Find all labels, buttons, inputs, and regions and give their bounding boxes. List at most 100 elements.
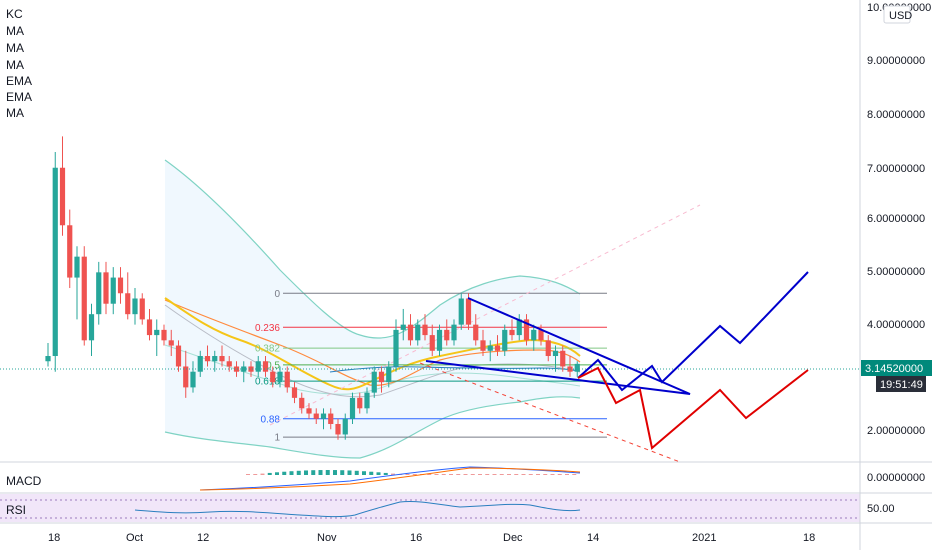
candle-body[interactable]: [400, 324, 406, 330]
candle-body[interactable]: [146, 319, 153, 336]
candle-body[interactable]: [233, 366, 240, 372]
candle-body[interactable]: [509, 329, 515, 336]
candle-body[interactable]: [429, 335, 435, 351]
candle-body[interactable]: [175, 345, 182, 367]
time-tick-2021: 2021: [692, 532, 716, 544]
candle-body[interactable]: [212, 356, 218, 362]
candle-body[interactable]: [320, 413, 327, 419]
candle-body[interactable]: [516, 319, 522, 336]
time-axis[interactable]: 18 Oct 12 Nov 16 Dec 14 2021 18: [48, 532, 815, 544]
candle-body[interactable]: [523, 319, 530, 341]
candle-body[interactable]: [502, 329, 508, 351]
candle-body[interactable]: [328, 413, 334, 425]
candle-body[interactable]: [494, 345, 501, 351]
indicator-label-ma-2[interactable]: MA: [6, 41, 24, 55]
candle-body[interactable]: [197, 356, 203, 372]
candle-body[interactable]: [132, 298, 138, 315]
indicator-label-ma-4[interactable]: MA: [6, 106, 24, 120]
fib-level-label: 1: [274, 433, 280, 444]
trend-ray-upper[interactable]: [269, 204, 701, 426]
channel-upper-line: [164, 159, 581, 339]
candle-body[interactable]: [487, 345, 493, 351]
candle-body[interactable]: [415, 324, 421, 341]
candle-body[interactable]: [139, 298, 145, 320]
candle-body[interactable]: [560, 350, 566, 367]
candle-body[interactable]: [154, 329, 160, 336]
indicator-label-ma-3[interactable]: MA: [6, 58, 24, 72]
candles[interactable]: [45, 136, 580, 440]
candle-body[interactable]: [284, 371, 290, 388]
candle-body[interactable]: [473, 324, 479, 341]
indicator-label-ema-1[interactable]: EMA: [6, 74, 32, 88]
fib-retracement[interactable]: 0 0.236 0.382 0.5 0.618 0.88 1: [255, 289, 607, 444]
indicator-legend[interactable]: KC MA MA MA EMA EMA MA: [6, 7, 32, 120]
candle-body[interactable]: [204, 356, 211, 362]
candle-body[interactable]: [371, 371, 377, 393]
candle-body[interactable]: [183, 366, 189, 388]
candle-body[interactable]: [125, 293, 131, 315]
indicator-label-kc[interactable]: KC: [6, 7, 23, 21]
candle-body[interactable]: [335, 424, 341, 435]
candle-body[interactable]: [226, 361, 232, 367]
candle-body[interactable]: [364, 392, 370, 409]
candle-body[interactable]: [531, 329, 537, 341]
candle-body[interactable]: [168, 340, 174, 346]
candle-body[interactable]: [219, 356, 225, 362]
candle-body[interactable]: [545, 340, 551, 357]
candle-body[interactable]: [255, 361, 261, 372]
candle-body[interactable]: [161, 329, 167, 341]
macd-bar: [449, 474, 453, 475]
candle-body[interactable]: [81, 256, 87, 341]
candle-body[interactable]: [357, 397, 363, 409]
candle-body[interactable]: [444, 329, 450, 341]
candle-body[interactable]: [190, 371, 196, 388]
candle-body[interactable]: [270, 371, 276, 383]
candle-body[interactable]: [342, 418, 348, 435]
red-projection-path[interactable]: [577, 366, 809, 450]
candle-body[interactable]: [574, 363, 580, 372]
candle-body[interactable]: [552, 350, 559, 357]
candle-body[interactable]: [117, 277, 124, 294]
currency-button[interactable]: [883, 5, 911, 24]
candle-body[interactable]: [88, 314, 95, 341]
candle-body[interactable]: [103, 272, 109, 304]
indicator-label-ma-1[interactable]: MA: [6, 24, 24, 38]
candle-body[interactable]: [74, 256, 80, 278]
macd-axis-tick: 0.00000000: [867, 472, 925, 484]
channel-fill: [165, 160, 580, 458]
candle-body[interactable]: [67, 225, 73, 278]
candle-body[interactable]: [480, 340, 486, 351]
candle-body[interactable]: [110, 277, 116, 304]
candle-body[interactable]: [407, 324, 414, 341]
candle-body[interactable]: [52, 167, 58, 357]
candle-body[interactable]: [313, 413, 319, 419]
candle-body[interactable]: [465, 298, 472, 325]
price-axis[interactable]: 10.00000000 9.00000000 8.00000000 7.0000…: [861, 2, 932, 515]
candle-body[interactable]: [393, 329, 399, 367]
candle-body[interactable]: [436, 329, 443, 351]
candle-body[interactable]: [386, 366, 392, 383]
candle-body[interactable]: [299, 397, 305, 409]
candle-body[interactable]: [422, 324, 428, 336]
triangle-pattern[interactable]: [425, 297, 691, 395]
candle-body[interactable]: [262, 361, 269, 372]
candle-body[interactable]: [458, 298, 464, 325]
candle-body[interactable]: [59, 167, 66, 226]
candle-body[interactable]: [349, 397, 356, 419]
candle-body[interactable]: [451, 324, 457, 341]
candle-body[interactable]: [538, 329, 544, 341]
trend-ray-lower[interactable]: [419, 362, 681, 463]
candle-body[interactable]: [277, 371, 283, 383]
candle-body[interactable]: [306, 408, 312, 414]
candle-body[interactable]: [45, 356, 51, 362]
candle-body[interactable]: [378, 371, 385, 383]
currency-label[interactable]: USD: [889, 10, 912, 22]
blue-projection-path[interactable]: [577, 271, 809, 392]
candle-body[interactable]: [248, 366, 254, 372]
indicator-label-ema-2[interactable]: EMA: [6, 90, 32, 104]
macd-bar: [347, 470, 352, 475]
candle-body[interactable]: [291, 387, 298, 398]
candle-body[interactable]: [96, 272, 102, 315]
